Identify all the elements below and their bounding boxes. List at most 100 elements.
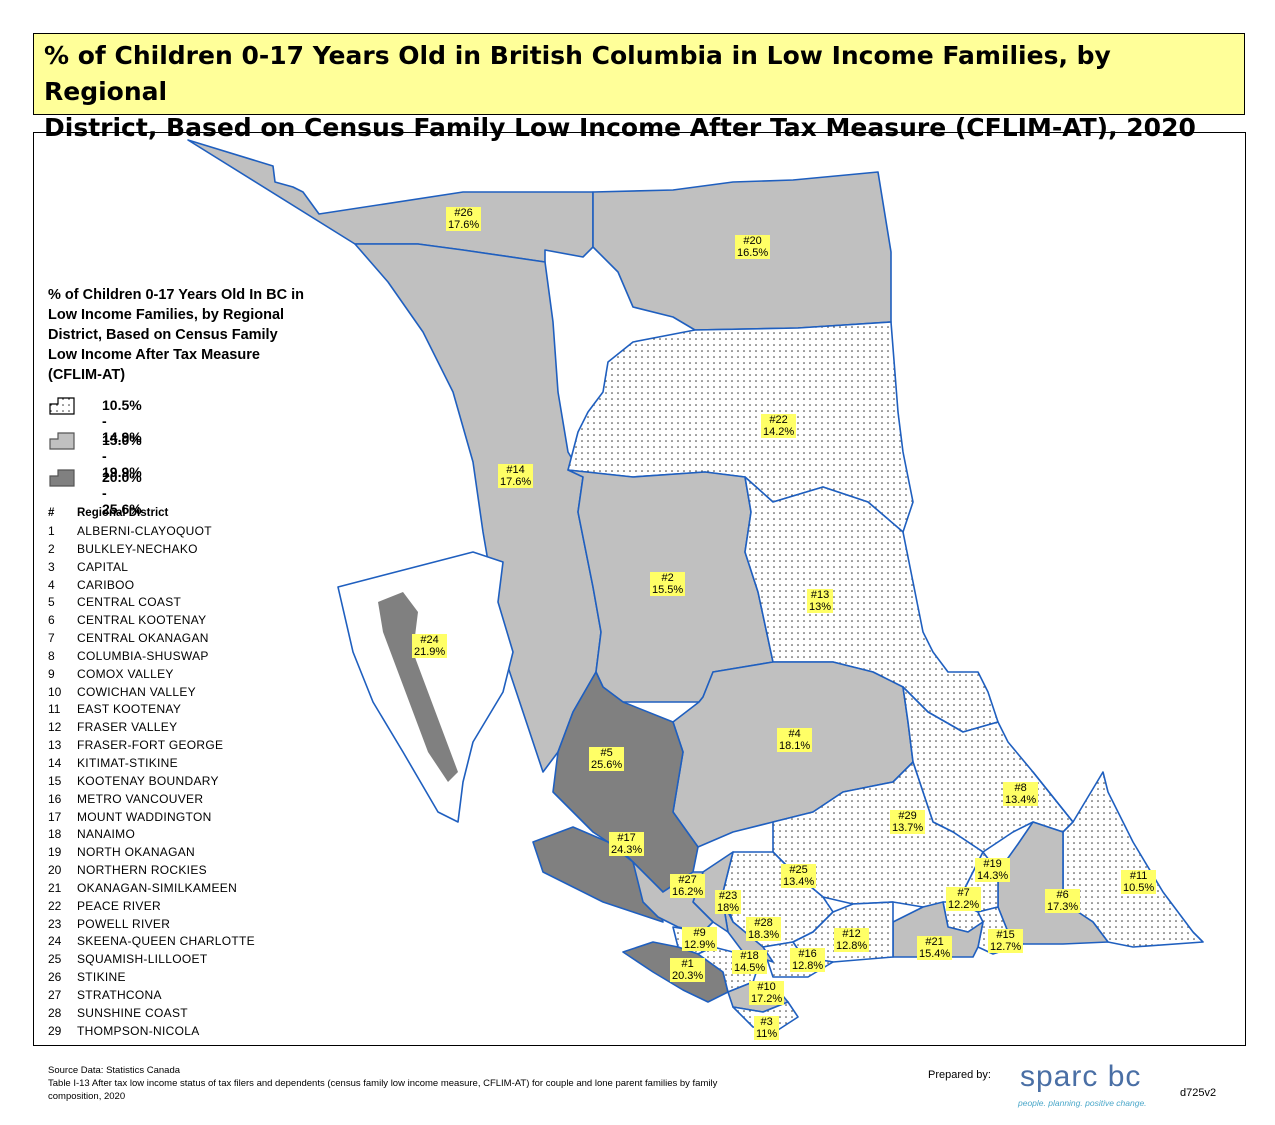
district-map-label: #5 25.6% (589, 747, 625, 771)
district-map-label: #1 20.3% (670, 958, 706, 982)
district-name: PEACE RIVER (77, 898, 161, 913)
district-map-label: #8 13.4% (1003, 782, 1039, 806)
label-percentage: 17.6% (500, 476, 532, 488)
label-district-number: #15 (996, 929, 1015, 941)
district-number: 13 (48, 738, 62, 753)
document-code: d725v2 (1180, 1087, 1217, 1099)
district-name: BULKLEY-NECHAKO (77, 541, 198, 556)
district-map-label: #21 15.4% (917, 936, 953, 960)
logo-tagline: people. planning. positive change. (1018, 1098, 1147, 1108)
dotted-swatch-icon (49, 397, 75, 415)
district-name: NANAIMO (77, 827, 136, 842)
label-percentage: 17.6% (448, 219, 480, 231)
label-percentage: 17.3% (1047, 901, 1079, 913)
label-percentage: 12.8% (792, 960, 824, 972)
label-district-number: #28 (754, 917, 773, 929)
label-percentage: 25.6% (591, 759, 623, 771)
district-name: STRATHCONA (77, 987, 162, 1002)
district-name: NORTHERN ROCKIES (77, 863, 207, 878)
label-district-number: #27 (678, 874, 697, 886)
district-header-num: # (48, 507, 55, 519)
district-number: 4 (48, 577, 55, 592)
label-district-number: #3 (760, 1016, 773, 1028)
label-district-number: #29 (898, 810, 917, 822)
district-number: 20 (48, 863, 62, 878)
label-percentage: 12.2% (948, 899, 980, 911)
logo-word: sparc bc (1020, 1060, 1142, 1093)
label-district-number: #26 (454, 207, 473, 219)
district-number: 29 (48, 1023, 62, 1038)
district-name: EAST KOOTENAY (77, 702, 182, 717)
label-district-number: #21 (925, 936, 944, 948)
district-map-label: #27 16.2% (670, 874, 706, 898)
district-name: SQUAMISH-LILLOOET (77, 952, 208, 967)
label-percentage: 15.4% (919, 948, 951, 960)
label-district-number: #24 (420, 634, 439, 646)
label-percentage: 17.2% (751, 993, 783, 1005)
district-name: POWELL RIVER (77, 916, 171, 931)
label-district-number: #9 (693, 927, 706, 939)
district-number: 7 (48, 631, 55, 646)
label-percentage: 13.7% (892, 822, 924, 834)
district-map-label: #7 12.2% (946, 887, 982, 911)
region-central-coast (552, 671, 699, 893)
sparc-bc-logo: sparc bc people. planning. positive chan… (1012, 1058, 1152, 1110)
district-number: 16 (48, 791, 62, 806)
label-district-number: #18 (740, 950, 759, 962)
label-percentage: 16.5% (737, 247, 769, 259)
title-line-2: District, Based on Census Family Low Inc… (44, 113, 1196, 142)
district-number: 21 (48, 880, 62, 895)
source-note: Source Data: Statistics Canada Table I-1… (48, 1064, 748, 1103)
label-percentage: 14.2% (763, 426, 795, 438)
district-number: 3 (48, 559, 55, 574)
district-map-label: #24 21.9% (412, 634, 448, 658)
district-name: COWICHAN VALLEY (77, 684, 196, 699)
label-district-number: #1 (681, 958, 694, 970)
district-number: 14 (48, 755, 62, 770)
label-percentage: 12.8% (836, 940, 868, 952)
district-number: 11 (48, 702, 61, 717)
region-mount-waddington (532, 826, 664, 923)
dark-grey-swatch-icon (49, 469, 75, 487)
label-district-number: #22 (769, 414, 788, 426)
district-number: 8 (48, 648, 55, 663)
district-name: NORTH OKANAGAN (77, 845, 195, 860)
district-number: 19 (48, 845, 62, 860)
district-map-label: #28 18.3% (746, 917, 782, 941)
legend-class-high: 20.0% - 25.6% (48, 468, 142, 517)
legend-class-mid: 15.0% - 19.9% (48, 431, 142, 480)
legend-label-low: 10.5% - 14.9% (102, 397, 142, 445)
district-number: 28 (48, 1005, 62, 1020)
district-number: 5 (48, 595, 55, 610)
label-percentage: 21.9% (414, 646, 446, 658)
district-name: CENTRAL OKANAGAN (77, 631, 209, 646)
district-name: SUNSHINE COAST (77, 1005, 188, 1020)
light-grey-swatch-icon (49, 432, 75, 450)
district-map-label: #15 12.7% (988, 929, 1024, 953)
district-map-label: #16 12.8% (790, 948, 826, 972)
label-district-number: #12 (842, 928, 861, 940)
district-name: COLUMBIA-SHUSWAP (77, 648, 209, 663)
district-map-label: #14 17.6% (498, 464, 534, 488)
label-district-number: #2 (661, 572, 674, 584)
label-percentage: 18% (717, 902, 740, 914)
label-district-number: #23 (718, 890, 738, 902)
legend-class-low: 10.5% - 14.9% (48, 396, 142, 445)
district-name: KOOTENAY BOUNDARY (77, 773, 219, 788)
district-name: CAPITAL (77, 559, 129, 574)
legend-label-mid: 15.0% - 19.9% (102, 432, 142, 480)
label-percentage: 12.9% (684, 939, 716, 951)
label-percentage: 20.3% (672, 970, 704, 982)
district-map-label: #23 18% (715, 890, 742, 914)
label-district-number: #17 (617, 832, 636, 844)
district-map-label: #11 10.5% (1121, 870, 1157, 894)
district-number: 27 (48, 987, 62, 1002)
district-name: FRASER VALLEY (77, 720, 178, 735)
label-percentage: 11% (756, 1028, 778, 1040)
district-map-label: #12 12.8% (834, 928, 870, 952)
label-percentage: 24.3% (611, 844, 643, 856)
district-map-label: #18 14.5% (732, 950, 768, 974)
district-map-label: #13 13% (807, 589, 834, 613)
label-district-number: #16 (798, 948, 817, 960)
district-name: COMOX VALLEY (77, 666, 174, 681)
